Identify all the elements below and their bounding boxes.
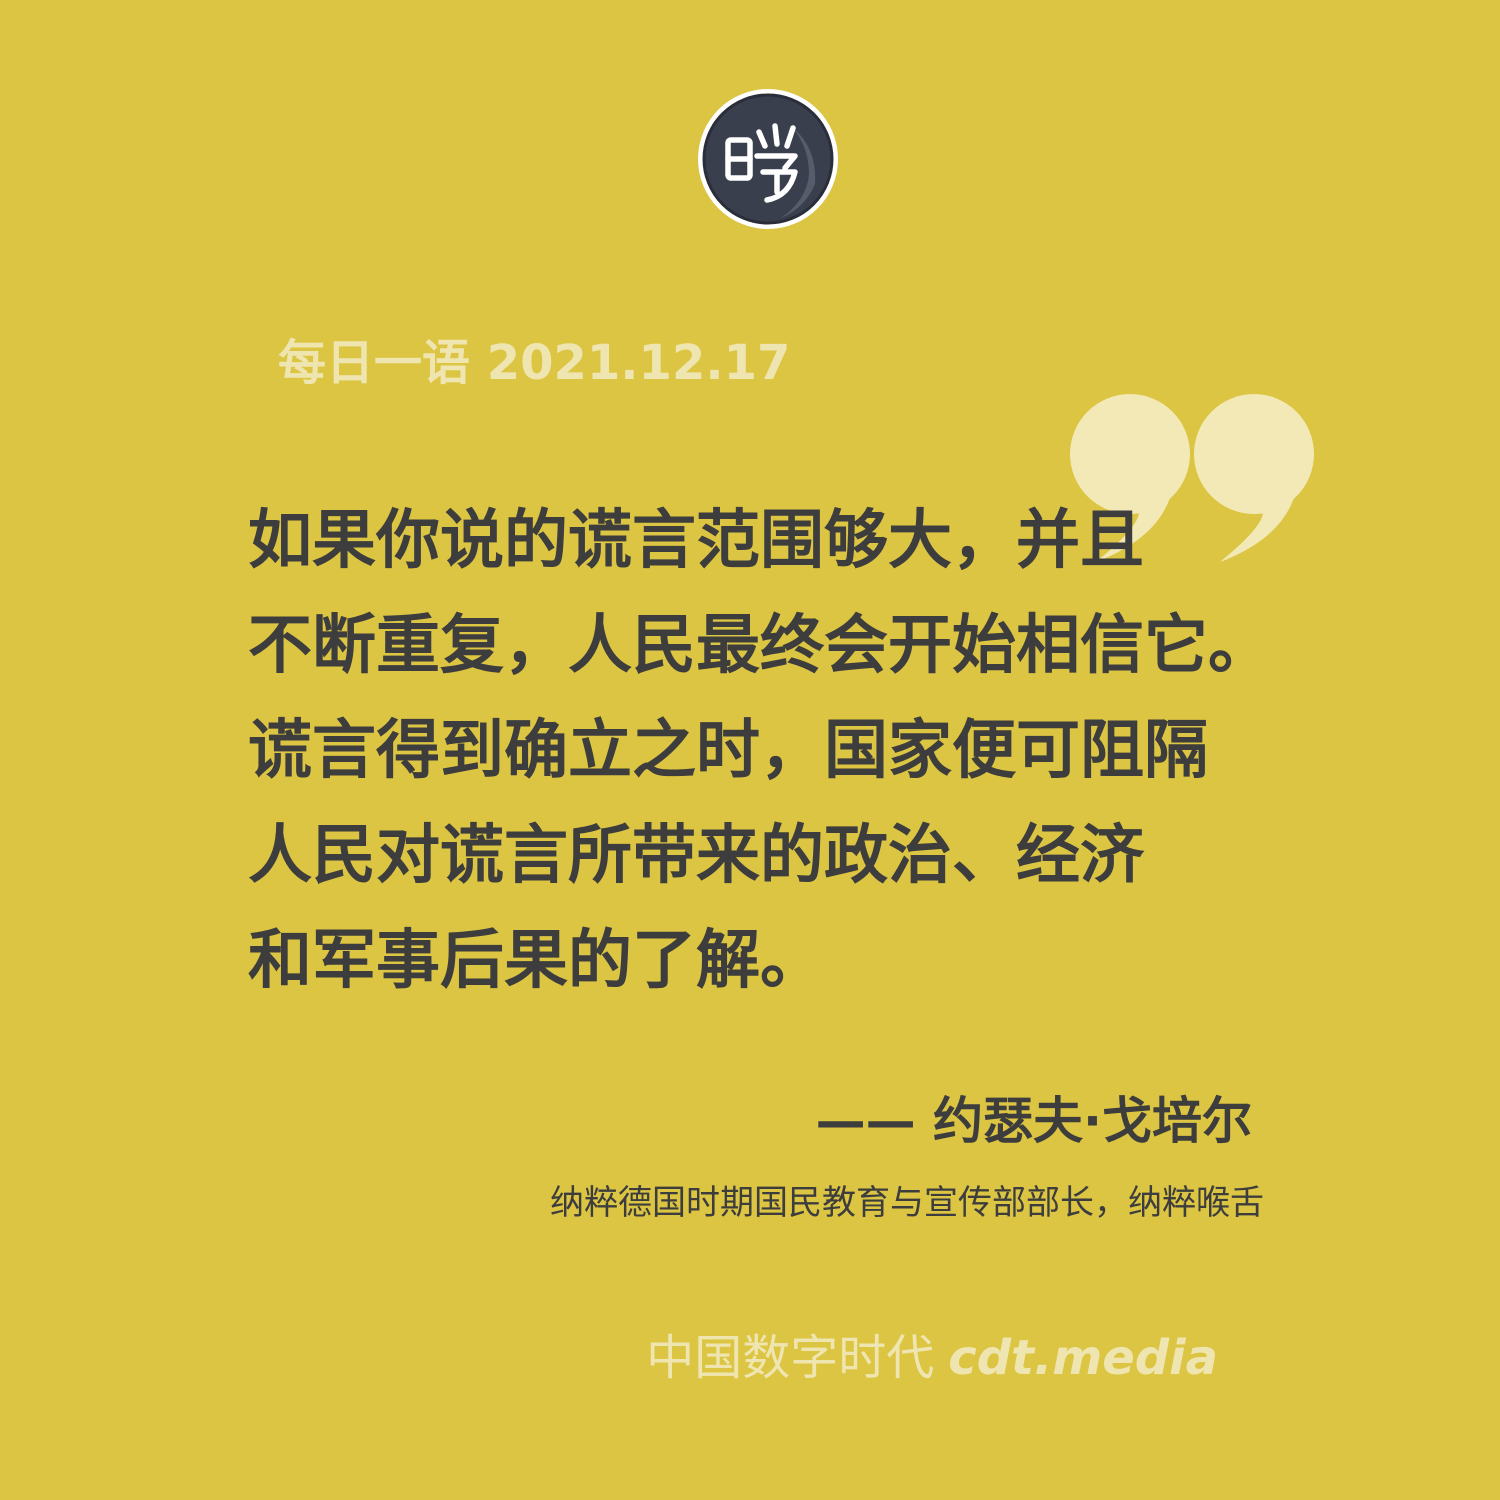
cdt-seal-logo-icon bbox=[698, 89, 838, 229]
quote-body: 如果你说的谎言范围够大，并且 不断重复，人民最终会开始相信它。 谎言得到确立之时… bbox=[248, 488, 1348, 1013]
quote-line: 和军事后果的了解。 bbox=[248, 923, 824, 998]
logo bbox=[697, 88, 839, 230]
quote-mark-icon bbox=[1066, 388, 1322, 568]
author-description: 纳粹德国时期国民教育与宣传部部长，纳粹喉舌 bbox=[550, 1183, 1264, 1223]
footer-credit: 中国数字时代 cdt.media bbox=[646, 1326, 1218, 1390]
footer-brand: 中国数字时代 bbox=[646, 1330, 935, 1386]
quote-line: 如果你说的谎言范围够大，并且 bbox=[248, 503, 1144, 578]
page-title: 每日一语 2021.12.17 bbox=[278, 335, 791, 391]
quote-line: 人民对谎言所带来的政治、经济 bbox=[248, 818, 1144, 893]
quote-line: 谎言得到确立之时，国家便可阻隔 bbox=[248, 713, 1208, 788]
quote-author: —— 约瑟夫·戈培尔 bbox=[815, 1092, 1252, 1150]
footer-site: cdt.media bbox=[948, 1330, 1218, 1386]
quote-line: 不断重复，人民最终会开始相信它。 bbox=[248, 608, 1272, 683]
